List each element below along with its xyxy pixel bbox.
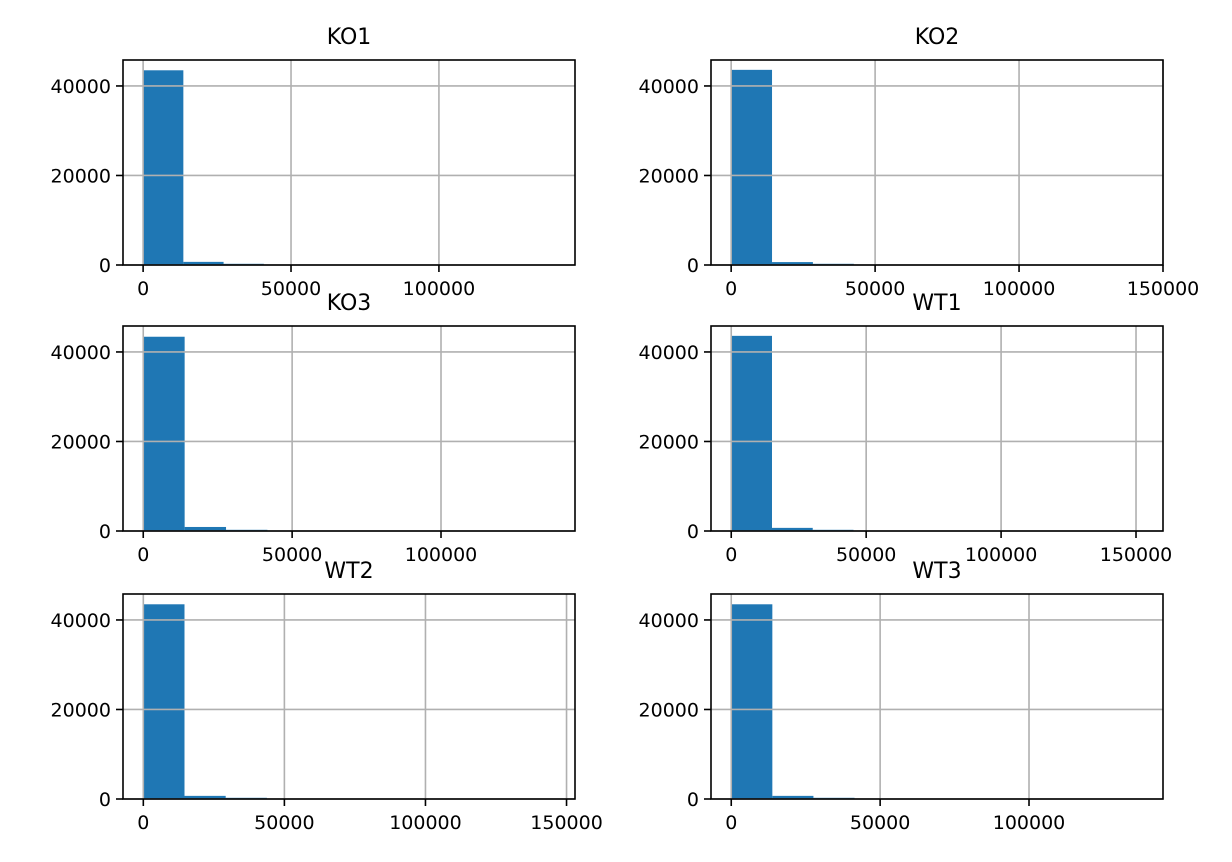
x-tick-label: 0	[725, 278, 737, 300]
x-tick-label: 100000	[389, 812, 462, 834]
x-tick-label: 150000	[1100, 544, 1173, 566]
y-tick-label: 0	[687, 789, 699, 811]
subplot-wt3: 0 50000 100000 0 20000 40000 WT3	[639, 559, 1164, 834]
x-tick-label: 100000	[983, 278, 1056, 300]
axes-frame	[122, 593, 576, 800]
x-tick-label: 150000	[530, 812, 603, 834]
axes-frame	[710, 593, 1164, 800]
histogram-bar	[772, 795, 814, 799]
y-tick-label: 0	[99, 521, 111, 543]
x-tick-label: 0	[725, 544, 737, 566]
x-tick-label: 100000	[405, 544, 478, 566]
subplot-wt2: 0 50000 100000 150000 0 20000 40000 WT2	[51, 559, 603, 834]
y-tick-label: 20000	[51, 165, 111, 187]
subplot-ko1: 0 50000 100000 0 20000 40000 KO1	[51, 25, 576, 300]
x-tick-label: 100000	[403, 278, 476, 300]
axes-frame	[122, 59, 576, 266]
histogram-bar	[731, 604, 773, 799]
y-tick-label: 0	[99, 789, 111, 811]
y-tick-label: 40000	[639, 76, 699, 98]
axes-frame	[710, 325, 1164, 532]
y-tick-label: 20000	[51, 699, 111, 721]
subplot-title: WT3	[912, 559, 961, 584]
subplot-ko2: 0 50000 100000 150000 0 20000 40000 KO2	[639, 25, 1200, 300]
histogram-bar	[143, 70, 184, 265]
x-tick-label: 50000	[261, 278, 321, 300]
histogram-bar	[143, 604, 185, 799]
x-tick-label: 50000	[262, 544, 322, 566]
x-tick-label: 0	[137, 278, 149, 300]
x-tick-label: 0	[725, 812, 737, 834]
y-tick-label: 40000	[51, 342, 111, 364]
subplot-wt1: 0 50000 100000 150000 0 20000 40000 WT1	[639, 291, 1173, 566]
histogram-bar	[731, 69, 773, 265]
histogram-bar	[183, 261, 224, 265]
x-tick-label: 150000	[1127, 278, 1200, 300]
x-tick-label: 50000	[845, 278, 905, 300]
y-tick-label: 20000	[639, 431, 699, 453]
y-tick-label: 0	[687, 521, 699, 543]
axes-frame	[122, 325, 576, 532]
histogram-bar	[772, 262, 813, 265]
y-tick-label: 40000	[639, 610, 699, 632]
subplot-title: WT2	[324, 559, 373, 584]
histogram-bar	[731, 335, 772, 531]
axes-frame	[710, 59, 1164, 266]
x-tick-label: 50000	[836, 544, 896, 566]
y-tick-label: 20000	[639, 699, 699, 721]
subplot-title: KO1	[327, 25, 372, 50]
subplot-title: KO2	[915, 25, 960, 50]
y-tick-label: 0	[687, 255, 699, 277]
subplot-title: WT1	[912, 291, 961, 316]
subplot-ko3: 0 50000 100000 0 20000 40000 KO3	[51, 291, 576, 566]
x-tick-label: 50000	[254, 812, 314, 834]
histogram-bar	[771, 527, 813, 531]
x-tick-label: 100000	[993, 812, 1066, 834]
histogram-bar	[184, 526, 227, 531]
y-tick-label: 40000	[51, 76, 111, 98]
y-tick-label: 40000	[51, 610, 111, 632]
x-tick-label: 0	[137, 544, 149, 566]
subplot-title: KO3	[327, 291, 372, 316]
x-tick-label: 100000	[965, 544, 1038, 566]
x-tick-label: 0	[137, 812, 149, 834]
histogram-bar	[184, 795, 226, 799]
x-tick-label: 50000	[850, 812, 910, 834]
y-tick-label: 20000	[51, 431, 111, 453]
y-tick-label: 40000	[639, 342, 699, 364]
histogram-bar	[143, 336, 185, 531]
y-tick-label: 0	[99, 255, 111, 277]
y-tick-label: 20000	[639, 165, 699, 187]
